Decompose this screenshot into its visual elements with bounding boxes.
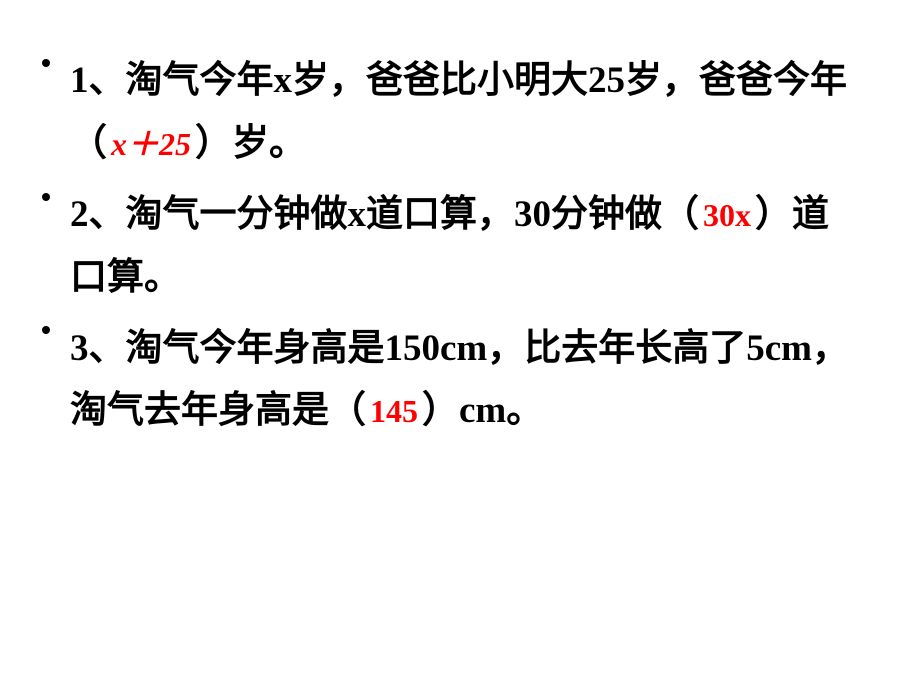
question-text-post: ）岁。: [195, 123, 306, 164]
list-item: 1、淘气今年x岁，爸爸比小明大25岁，爸爸今年（ x＋25 ）岁。: [70, 50, 860, 176]
answer-text: 30x: [703, 197, 751, 233]
bullet-icon: [42, 59, 50, 67]
bullet-icon: [42, 326, 50, 334]
question-text-post: ）cm。: [422, 390, 543, 431]
answer-text: x＋25: [111, 126, 191, 162]
slide-content: 1、淘气今年x岁，爸爸比小明大25岁，爸爸今年（ x＋25 ）岁。 2、淘气一分…: [0, 0, 920, 690]
answer-text: 145: [370, 393, 418, 429]
question-text-pre: 2、淘气一分钟做x道口算，30分钟做（: [70, 194, 699, 235]
bullet-icon: [42, 193, 50, 201]
list-item: 2、淘气一分钟做x道口算，30分钟做（ 30x ）道口算。: [70, 184, 860, 310]
list-item: 3、淘气今年身高是150cm，比去年长高了5cm，淘气去年身高是（ 145 ）c…: [70, 318, 860, 444]
